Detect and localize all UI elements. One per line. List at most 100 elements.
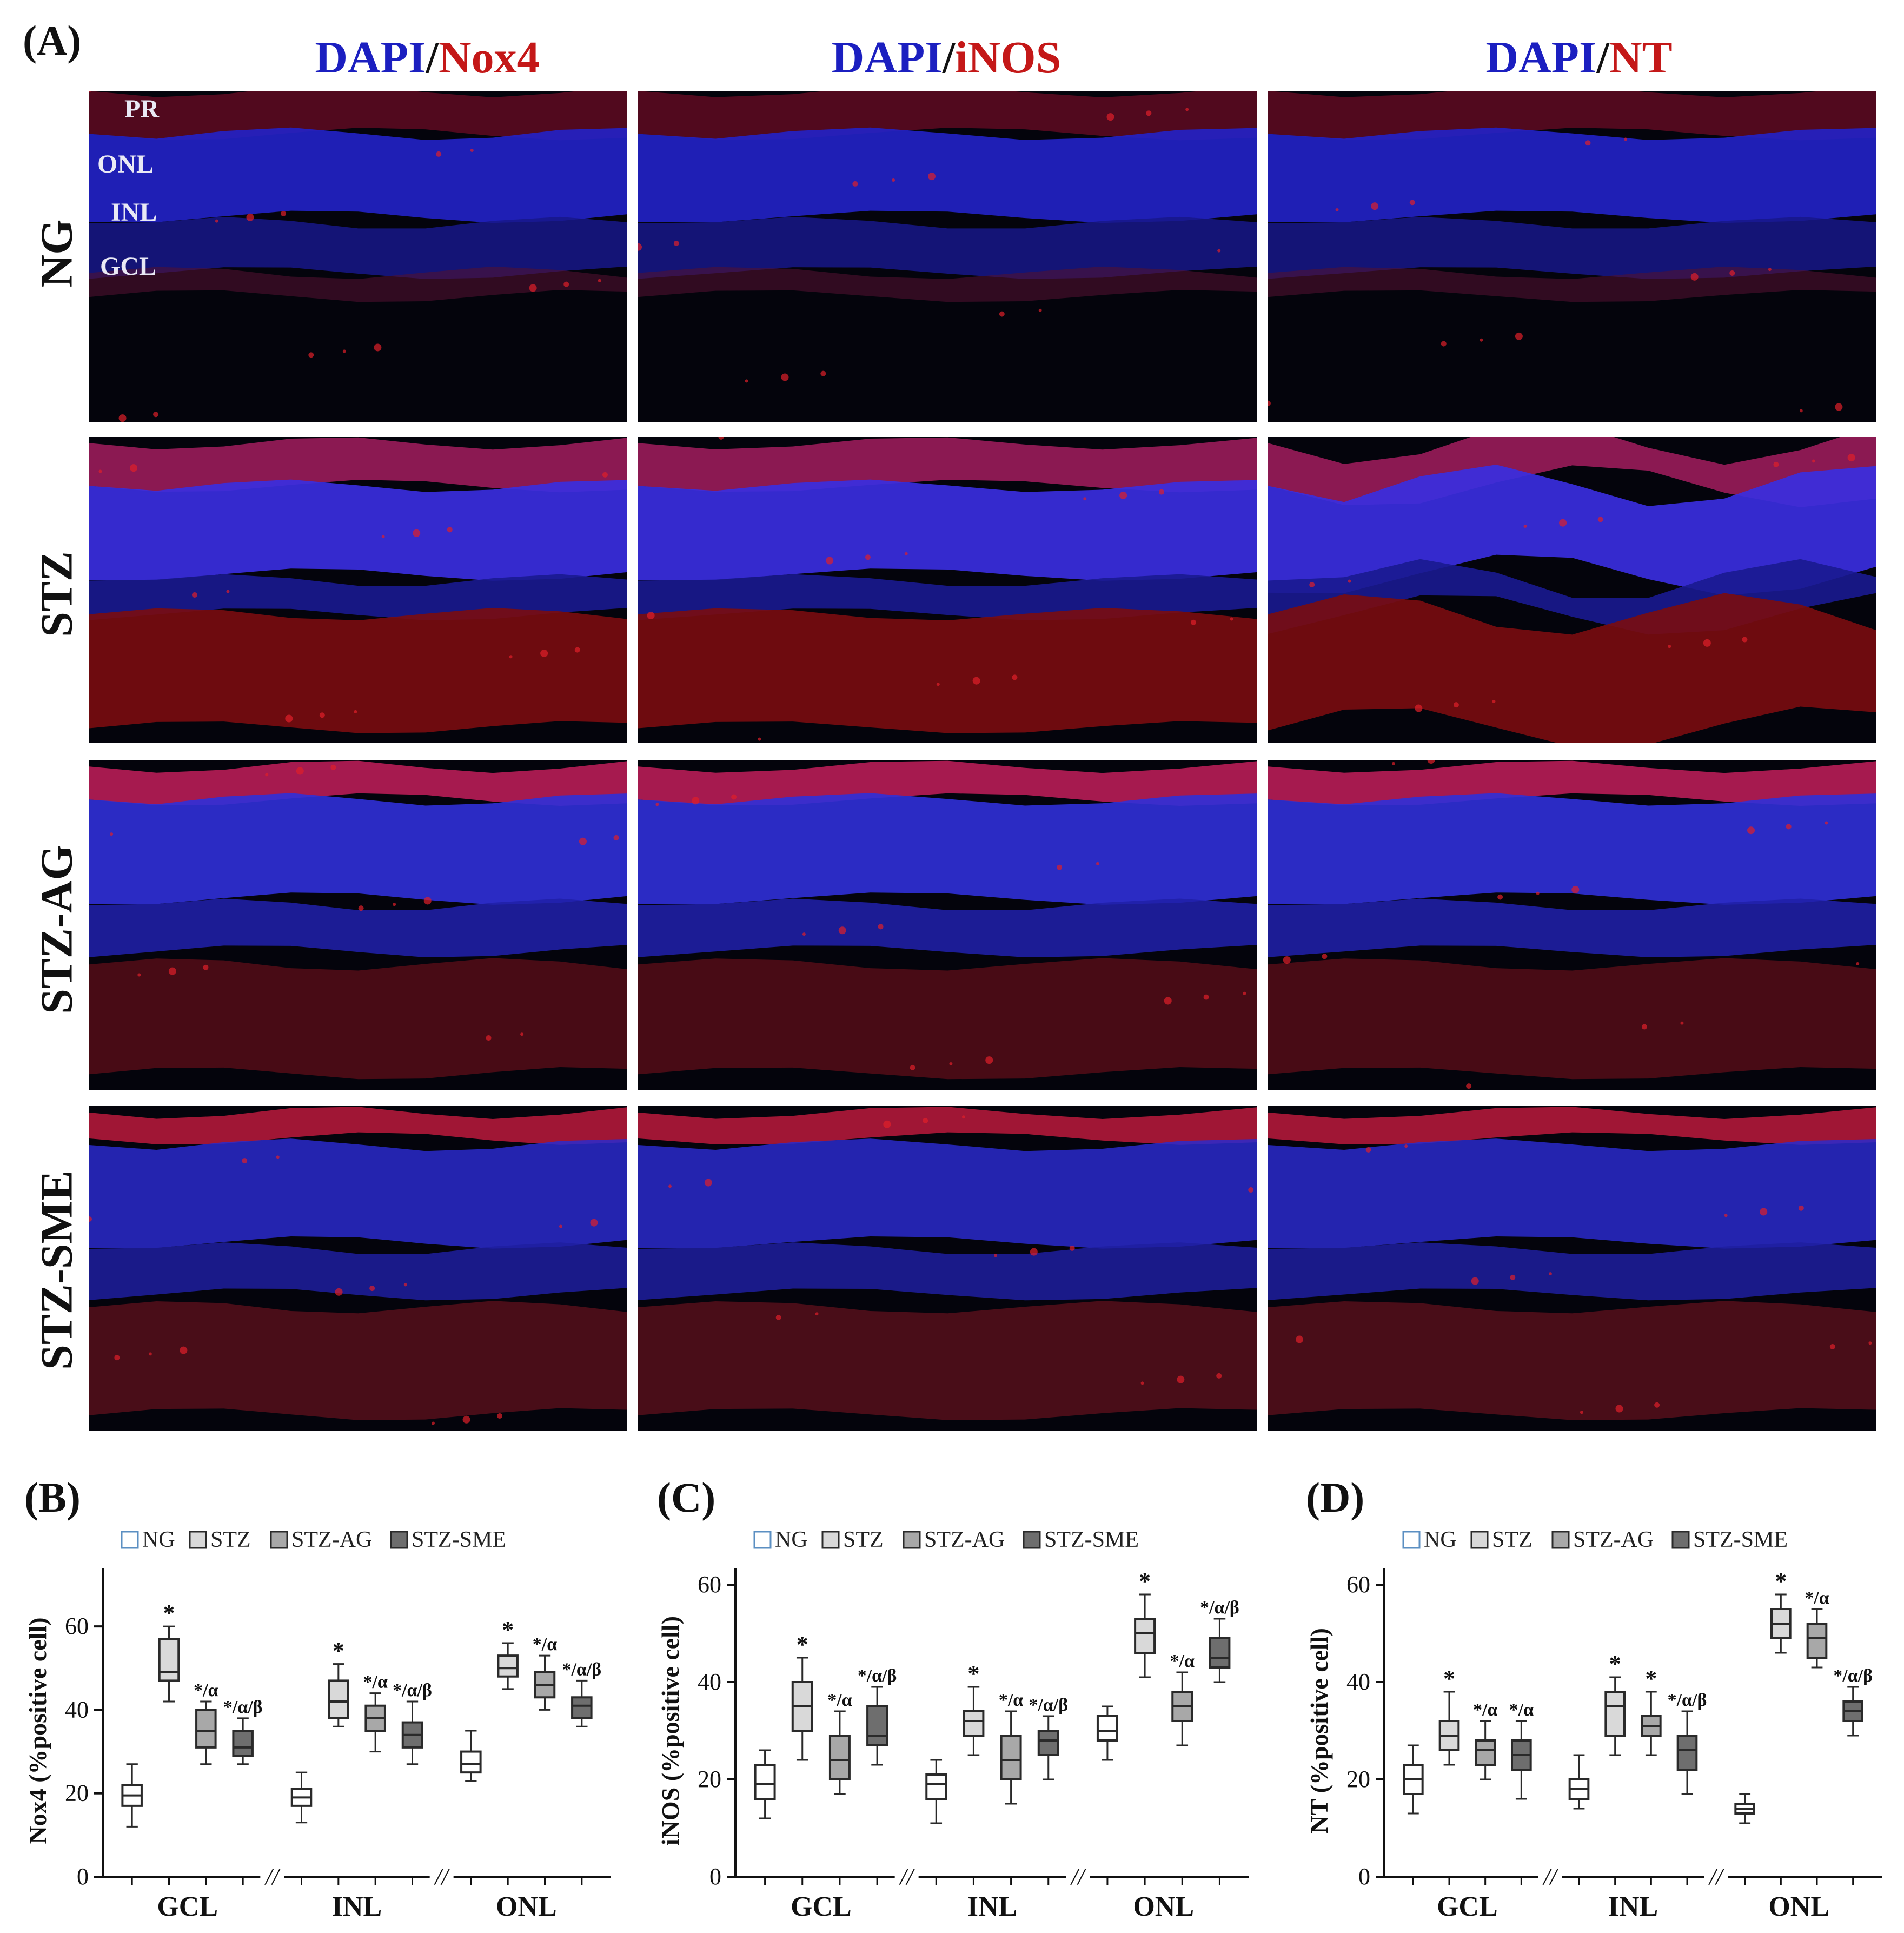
tissue-band bbox=[89, 479, 627, 581]
box-stz bbox=[158, 1638, 180, 1682]
header-marker: Nox4 bbox=[439, 32, 540, 83]
fluorescent-spot bbox=[114, 1355, 120, 1361]
fluorescent-spot bbox=[758, 737, 761, 741]
fluorescent-spot bbox=[1799, 409, 1803, 413]
box-stz-ag bbox=[1000, 1735, 1022, 1780]
fluorescent-spot bbox=[1177, 1375, 1185, 1383]
legend-swatch bbox=[1671, 1531, 1690, 1549]
significance-mark: */α/β bbox=[1833, 1666, 1873, 1686]
fluorescent-spot bbox=[1409, 200, 1415, 206]
column-header-inos: DAPI/iNOS bbox=[676, 31, 1217, 84]
legend-label: NG bbox=[142, 1527, 175, 1552]
y-tick-label: 60 bbox=[1346, 1571, 1370, 1598]
fluorescent-spot bbox=[602, 472, 608, 478]
significance-mark: */α bbox=[1170, 1651, 1195, 1671]
fluorescent-spot bbox=[815, 1312, 819, 1316]
tissue-band bbox=[1268, 1107, 1876, 1145]
tissue-band bbox=[1268, 760, 1876, 806]
legend-label: STZ-AG bbox=[291, 1527, 372, 1552]
fluorescent-spot bbox=[137, 973, 141, 977]
tissue-band bbox=[638, 1107, 1257, 1145]
tissue-band bbox=[89, 1107, 627, 1145]
significance-mark: */α/β bbox=[562, 1659, 601, 1679]
fluorescent-spot bbox=[393, 903, 396, 906]
tissue-band bbox=[1268, 1301, 1876, 1420]
fluorescent-spot bbox=[242, 1158, 248, 1164]
fluorescent-spot bbox=[563, 281, 569, 287]
fluorescent-spot bbox=[1523, 525, 1527, 528]
micrograph-nox4-stz-ag bbox=[89, 760, 627, 1090]
fluorescent-spot bbox=[447, 527, 453, 533]
fluorescent-spot bbox=[342, 349, 346, 353]
legend-swatch bbox=[1023, 1531, 1041, 1549]
tissue-band bbox=[89, 958, 627, 1080]
row-label-ng: NG bbox=[31, 219, 82, 288]
fluorescent-spot bbox=[226, 590, 230, 593]
fluorescent-spot bbox=[130, 464, 138, 472]
significance-mark: * bbox=[1645, 1665, 1657, 1692]
fluorescent-spot bbox=[1083, 497, 1087, 501]
tissue-band bbox=[89, 437, 627, 493]
fluorescent-spot bbox=[1164, 997, 1172, 1005]
axis-break: // bbox=[1542, 1863, 1558, 1890]
header-marker: iNOS bbox=[955, 32, 1062, 83]
y-tick-label: 40 bbox=[65, 1696, 89, 1723]
legend-label: STZ-SME bbox=[1693, 1527, 1788, 1552]
fluorescent-spot bbox=[1760, 1208, 1768, 1216]
significance-mark: */α bbox=[194, 1680, 218, 1700]
legend-label: STZ-AG bbox=[924, 1527, 1005, 1552]
fluorescent-spot bbox=[281, 210, 287, 216]
fluorescent-spot bbox=[883, 1120, 891, 1128]
fluorescent-spot bbox=[892, 178, 895, 182]
fluorescent-spot bbox=[1012, 674, 1018, 680]
fluorescent-spot bbox=[296, 767, 304, 775]
tissue-band bbox=[89, 1242, 627, 1301]
fluorescent-spot bbox=[704, 1179, 712, 1187]
fluorescent-spot bbox=[638, 243, 642, 251]
tissue-band bbox=[1268, 216, 1876, 279]
significance-mark: */α/β bbox=[223, 1697, 263, 1717]
micrograph-nt-stz-sme bbox=[1268, 1106, 1876, 1431]
y-axis-label: NT (%positive cell) bbox=[1305, 1628, 1333, 1833]
x-tick-label: INL bbox=[967, 1891, 1017, 1922]
y-tick-label: 20 bbox=[65, 1780, 89, 1806]
fluorescent-spot bbox=[1654, 1402, 1660, 1408]
tissue-band bbox=[1268, 91, 1876, 141]
significance-mark: */α bbox=[999, 1690, 1023, 1710]
fluorescent-spot bbox=[1812, 459, 1816, 463]
significance-mark: */α bbox=[1509, 1700, 1534, 1720]
fluorescent-spot bbox=[865, 554, 871, 560]
tissue-band bbox=[1268, 898, 1876, 958]
fluorescent-spot bbox=[1415, 704, 1423, 712]
micrograph-inos-stz-sme bbox=[638, 1106, 1257, 1431]
y-tick-label: 0 bbox=[1358, 1863, 1370, 1890]
x-tick-label: ONL bbox=[496, 1891, 557, 1922]
significance-mark: */α/β bbox=[1200, 1598, 1239, 1618]
fluorescent-spot bbox=[1786, 824, 1792, 830]
box-stz-sme bbox=[571, 1696, 593, 1719]
micrograph-inos-stz-ag bbox=[638, 760, 1257, 1090]
micrograph-nt-stz bbox=[1268, 437, 1876, 743]
tissue-band bbox=[89, 898, 627, 958]
legend-swatch bbox=[821, 1531, 840, 1549]
fluorescent-spot bbox=[923, 1117, 928, 1123]
significance-mark: */α bbox=[1473, 1700, 1497, 1720]
chart-nox4: (B) NG STZ STZ-AG STZ-SME 0 20 40 60 Nox4 (%posit… bbox=[24, 1474, 611, 1922]
fluorescent-spot bbox=[520, 1032, 524, 1036]
legend-swatch bbox=[753, 1531, 772, 1549]
fluorescent-spot bbox=[265, 773, 269, 777]
fluorescent-spot bbox=[509, 655, 513, 659]
tissue-band bbox=[1268, 1138, 1876, 1249]
y-tick-label: 0 bbox=[709, 1863, 721, 1890]
x-tick-label: GCL bbox=[157, 1891, 218, 1922]
axis-break: // bbox=[1070, 1863, 1086, 1890]
fluorescent-spot bbox=[910, 1064, 915, 1070]
tissue-band bbox=[1268, 958, 1876, 1080]
legend-swatch bbox=[1402, 1531, 1421, 1549]
fluorescent-spot bbox=[972, 677, 980, 685]
y-tick-label: 20 bbox=[698, 1766, 721, 1792]
fluorescent-spot bbox=[962, 1115, 966, 1119]
tissue-band bbox=[89, 1301, 627, 1420]
fluorescent-spot bbox=[497, 1413, 503, 1419]
legend-swatch bbox=[1470, 1531, 1489, 1549]
